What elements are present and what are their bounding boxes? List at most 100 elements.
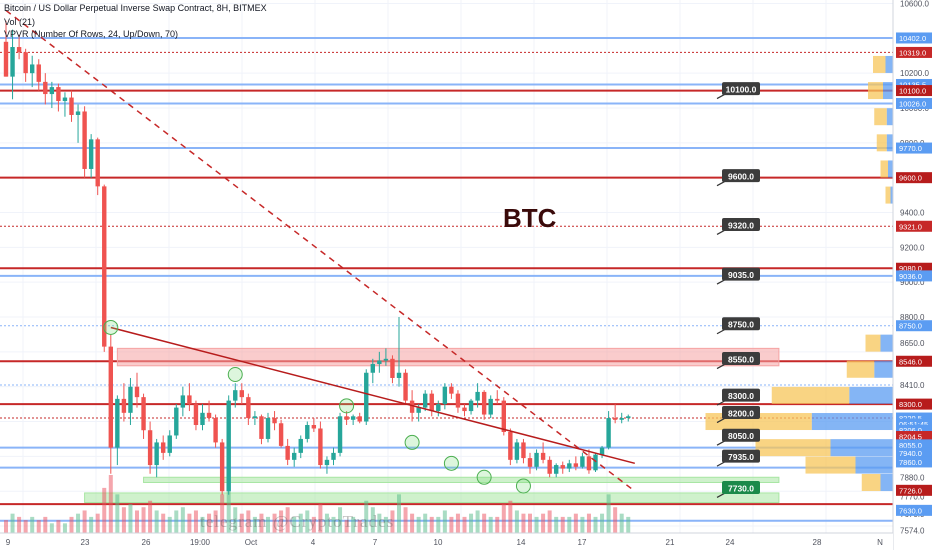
candle-body (141, 397, 146, 431)
candle-body (16, 47, 22, 53)
vp-down-bar (886, 134, 893, 152)
volume-bar (501, 504, 506, 533)
candle-body (599, 447, 605, 455)
candle-body (534, 452, 539, 467)
vp-down-bar (883, 82, 893, 100)
candle-body (147, 430, 153, 466)
annotations: 10100.0 9600.0 9320.0 9035.0 8750.0 8550.0 830… (716, 82, 760, 498)
candle-body (429, 393, 434, 412)
candle-body (62, 97, 68, 102)
volume-bar (462, 516, 467, 533)
volume-bar (76, 513, 81, 533)
time-tick: 23 (81, 538, 90, 547)
vp-down-bar (874, 360, 893, 378)
callout-box (722, 388, 760, 402)
candle-body (239, 390, 244, 398)
touch-circles (103, 319, 531, 494)
volume-bar (49, 523, 54, 533)
trendline-descending-support (110, 326, 635, 465)
volume-bar (226, 484, 231, 533)
candle-body (612, 418, 618, 420)
vp-up-bar (805, 456, 856, 474)
volume-bar (344, 520, 349, 533)
volume-bar (30, 516, 35, 533)
price-label: 8206.0 (899, 426, 922, 435)
time-tick: 10 (434, 538, 443, 547)
callout-label: 9600.0 (728, 172, 754, 182)
candle-body (226, 400, 231, 492)
callout-box (722, 82, 760, 96)
candle-body (30, 64, 35, 74)
candle-body (115, 398, 120, 448)
volume-bar (436, 516, 441, 533)
candle-body (390, 358, 395, 378)
volume-bar (442, 510, 447, 533)
volume-bar (207, 513, 212, 533)
candle-body (75, 111, 81, 115)
candle-body (36, 64, 41, 82)
volume-bar (193, 510, 198, 533)
trendline-resistance (5, 9, 636, 492)
zone-rect (143, 476, 780, 483)
volume-bar (259, 513, 264, 533)
volume-bar (239, 513, 244, 533)
price-label: 7940.0 (899, 449, 922, 458)
candle-body (154, 442, 159, 466)
vp-up-bar (880, 160, 888, 178)
candle-body (593, 454, 598, 471)
volume-bar (115, 494, 120, 533)
candle-body (377, 360, 382, 365)
volume-bar (475, 510, 480, 533)
candle-body (88, 139, 94, 169)
price-label-bg (896, 398, 932, 410)
time-tick: 17 (578, 538, 587, 547)
callout-label: 9320.0 (728, 220, 754, 230)
callout-label: 8300.0 (728, 391, 754, 401)
price-label-bg (896, 456, 932, 468)
price-tick: 7770.0 (900, 492, 925, 501)
volume-bar (82, 510, 87, 533)
volume-bar (272, 513, 277, 533)
vp-down-bar (880, 334, 893, 352)
trendlines (5, 9, 636, 492)
callout-box (722, 449, 760, 463)
time-tick: N (877, 538, 883, 547)
volume-bar (455, 513, 460, 533)
callout-box (722, 267, 760, 281)
candle-body (102, 186, 107, 347)
volume-bar (488, 516, 493, 533)
candle-body (213, 418, 218, 443)
candle-body (436, 404, 441, 412)
price-label-bg (896, 32, 932, 44)
price-label-bg (896, 78, 932, 90)
touch-circle (404, 434, 420, 450)
volume-bar (298, 513, 303, 533)
volume-bar (586, 513, 591, 533)
price-label-bg (896, 424, 932, 436)
price-tick: 8410.0 (900, 381, 925, 390)
volume-bar (508, 500, 513, 533)
indicator-vpvr: VPVR (Number Of Rows, 24, Up/Down, 70) (4, 29, 179, 39)
price-label-bg (896, 270, 932, 282)
volume-bar (364, 500, 369, 533)
volume-bar (17, 516, 22, 533)
price-axis[interactable]: 10600.010400.010200.010000.09800.09600.0… (892, 0, 932, 550)
time-tick: 28 (813, 538, 822, 547)
candle-body (167, 435, 172, 453)
candle-body (462, 407, 467, 412)
price-label-bg (896, 412, 932, 424)
volume-bar (10, 513, 15, 533)
candle-body (187, 395, 192, 405)
vp-up-bar (865, 334, 881, 352)
time-axis[interactable]: 9 23 26 19:00 Oct 4 7 10 14 17 21 24 28 N (0, 532, 893, 550)
vp-up-bar (874, 108, 887, 126)
volume-bar (174, 510, 179, 533)
price-tick: 7880.0 (900, 473, 925, 482)
candle-body (331, 452, 336, 460)
volume-bar (167, 516, 172, 533)
candle-body (626, 416, 631, 419)
touch-circle (103, 319, 119, 335)
volume-bar (324, 513, 329, 533)
volume-bar (514, 510, 519, 533)
